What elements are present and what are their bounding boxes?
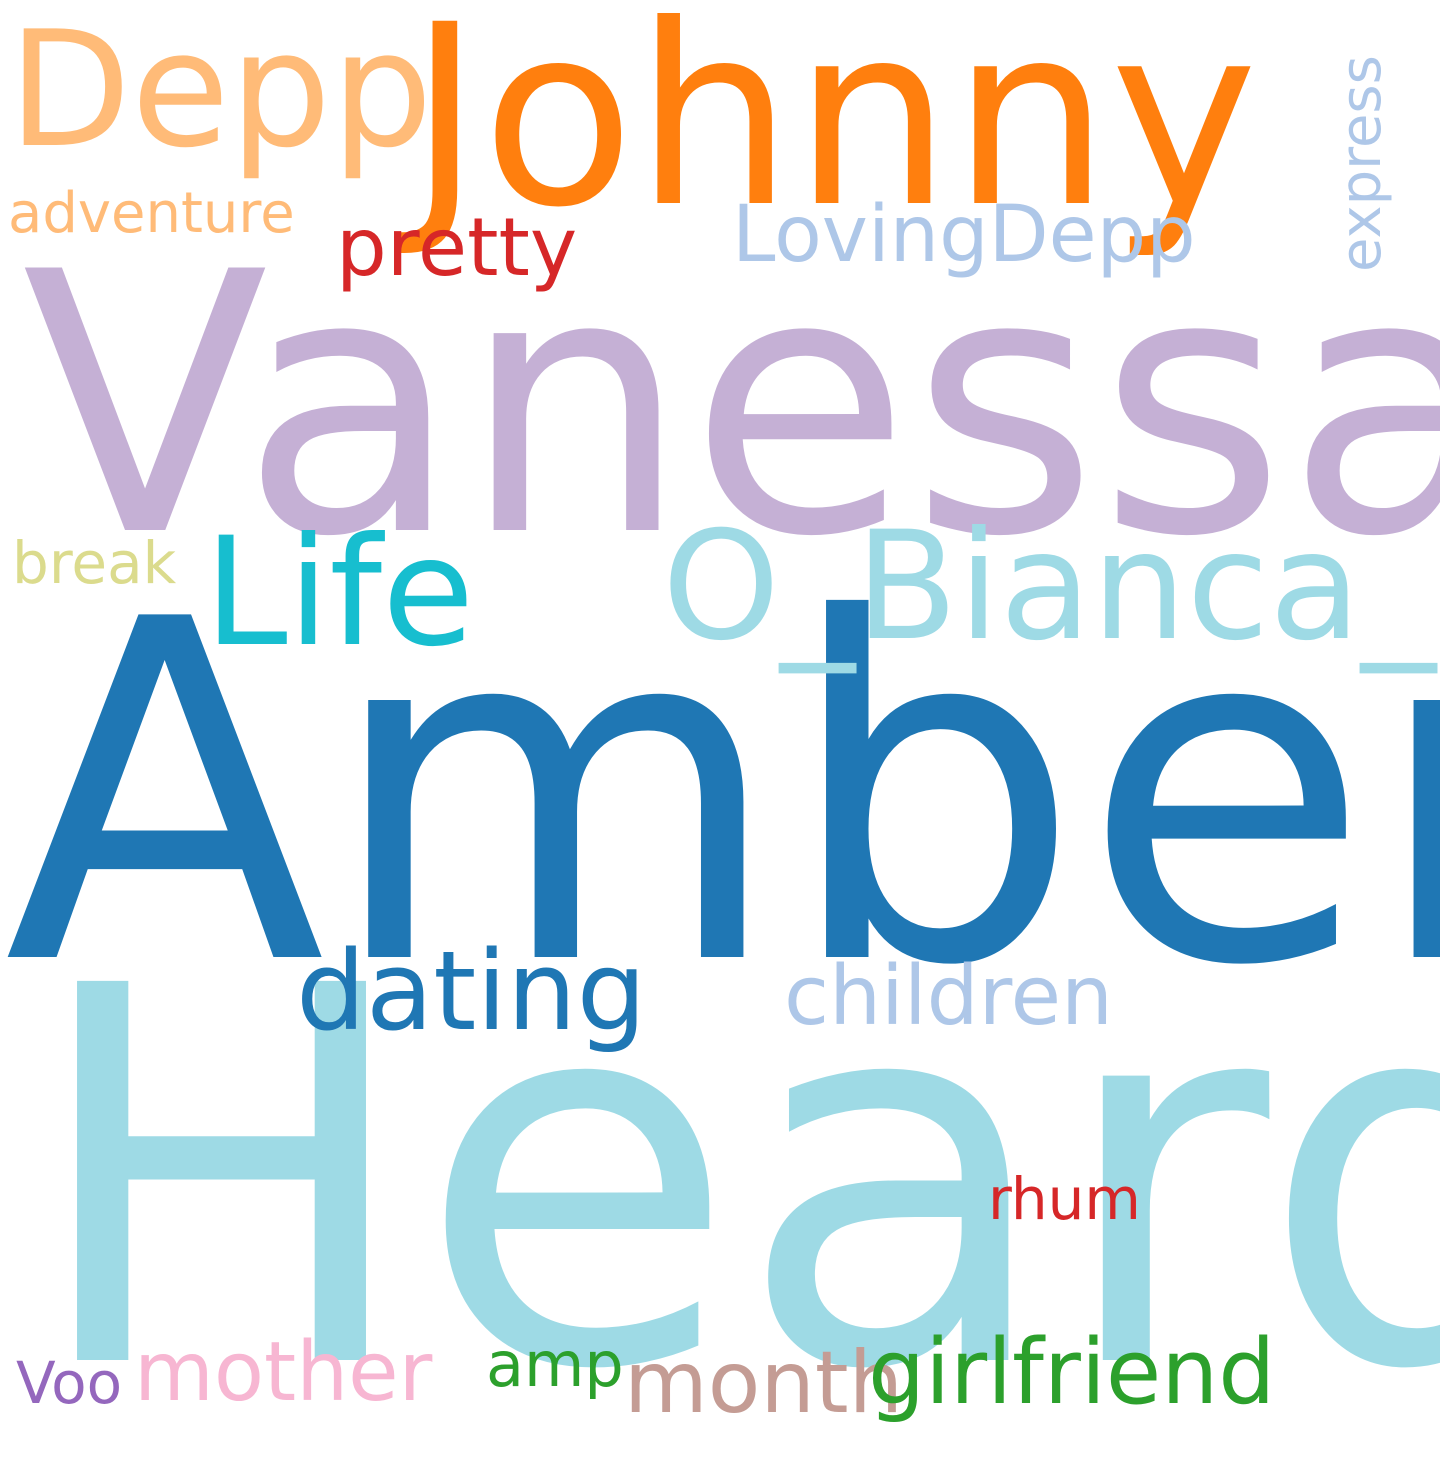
- word-pretty: pretty: [336, 201, 578, 294]
- word-lovingdepp: LovingDepp: [732, 190, 1196, 280]
- word-voo: Voo: [16, 1349, 123, 1417]
- word-express: express: [1329, 55, 1394, 272]
- word-children: children: [784, 949, 1114, 1044]
- word-adventure: adventure: [8, 181, 295, 246]
- word-obianca: O_Bianca_: [662, 500, 1437, 674]
- word-life: Life: [204, 506, 475, 680]
- word-mother: mother: [134, 1325, 433, 1420]
- word-month: month: [624, 1333, 904, 1433]
- word-depp: Depp: [8, 0, 433, 183]
- word-break: break: [12, 529, 177, 597]
- word-amber: Amber: [4, 521, 1440, 1068]
- word-rhum: rhum: [988, 1165, 1141, 1233]
- word-johnny: Johnny: [408, 0, 1258, 262]
- word-dating: dating: [296, 927, 647, 1055]
- word-vanessa: Vanessa: [22, 196, 1440, 615]
- word-heard: Heard: [26, 877, 1440, 1483]
- word-amp: amp: [486, 1328, 624, 1401]
- word-girlfriend: girlfriend: [868, 1320, 1276, 1425]
